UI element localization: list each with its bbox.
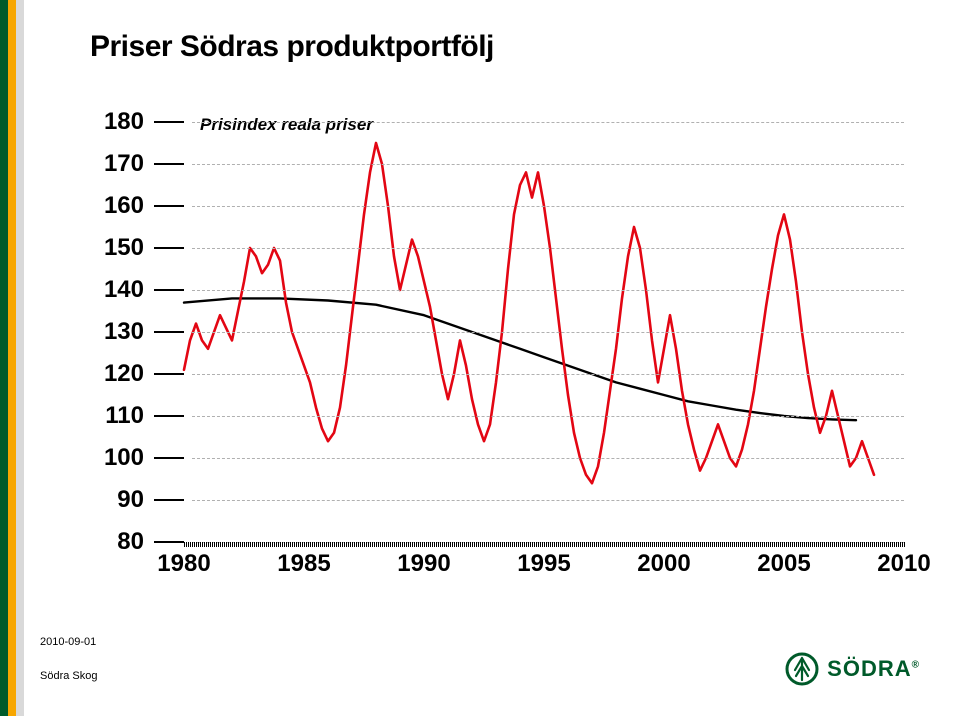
page-title: Priser Södras produktportfölj [90,30,494,64]
x-axis-label: 2010 [877,542,930,578]
sodra-logo-name: SÖDRA [827,656,911,681]
y-axis-label: 100 [104,444,184,472]
series-price-index [184,143,874,483]
y-axis-label: 150 [104,234,184,262]
accent-bar-green [0,0,8,716]
y-axis-label: 160 [104,192,184,220]
accent-bar-orange [8,0,16,716]
x-axis-label: 2005 [757,542,810,578]
accent-bar-grey [16,0,24,716]
x-axis-label: 2000 [637,542,690,578]
footer-date: 2010-09-01 [40,636,96,648]
y-axis-label: 120 [104,360,184,388]
x-axis-label: 1980 [157,542,210,578]
series-trend [184,298,856,420]
y-axis-label: 140 [104,276,184,304]
x-axis-label: 1985 [277,542,330,578]
side-accent-bars [0,0,24,716]
y-axis-label: 110 [105,402,184,430]
trademark-icon: ® [912,660,920,671]
sodra-logo-text: SÖDRA® [827,656,920,682]
y-axis-label: 90 [117,486,184,514]
x-axis-label: 1990 [397,542,450,578]
price-index-chart: 8090100110120130140150160170180198019851… [184,122,904,542]
y-axis-label: 170 [104,150,184,178]
x-axis-label: 1995 [517,542,570,578]
footer-brand: Södra Skog [40,670,97,682]
y-axis-label: 130 [104,318,184,346]
sodra-logo-icon [785,652,819,686]
sodra-logo: SÖDRA® [785,652,920,686]
y-axis-label: 180 [104,108,184,136]
